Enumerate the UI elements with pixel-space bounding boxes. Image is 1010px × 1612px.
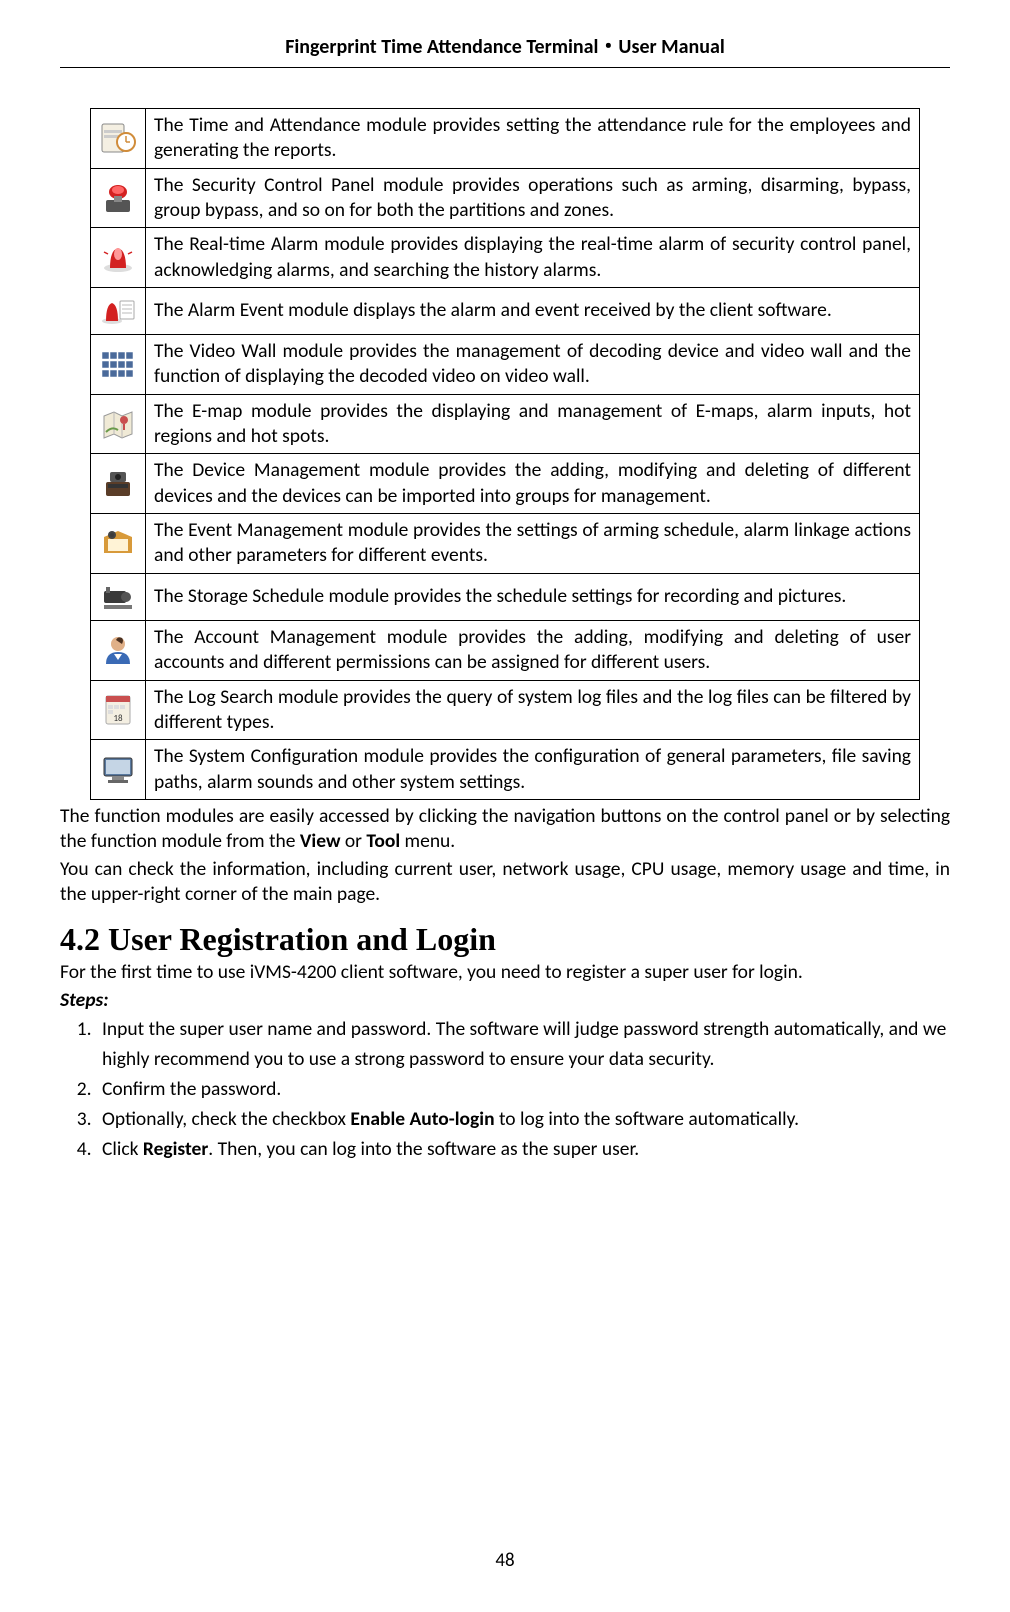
module-description: The Event Management module provides the… [146,514,920,574]
module-description: The Alarm Event module displays the alar… [146,288,920,335]
step-item: Click Register. Then, you can log into t… [96,1134,950,1164]
table-row: The E-map module provides the displaying… [91,394,920,454]
page-header: Fingerprint Time Attendance Terminal・Use… [60,30,950,68]
module-description: The Real-time Alarm module provides disp… [146,228,920,288]
module-table: The Time and Attendance module provides … [90,108,920,800]
table-row: The Event Management module provides the… [91,514,920,574]
step-item: Confirm the password. [96,1074,950,1104]
steps-list: Input the super user name and password. … [60,1014,950,1165]
paragraph-info-check: You can check the information, including… [60,857,950,908]
step-item: Optionally, check the checkbox Enable Au… [96,1104,950,1134]
table-row: The Device Management module provides th… [91,454,920,514]
module-description: The Video Wall module provides the manag… [146,335,920,395]
table-row: The Storage Schedule module provides the… [91,573,920,620]
table-row: The Video Wall module provides the manag… [91,335,920,395]
system-config-icon [91,740,146,800]
time-attendance-icon [91,109,146,169]
module-description: The Storage Schedule module provides the… [146,573,920,620]
security-control-icon [91,168,146,228]
storage-schedule-icon [91,573,146,620]
module-description: The Log Search module provides the query… [146,680,920,740]
video-wall-icon [91,335,146,395]
account-management-icon [91,620,146,680]
table-row: The Alarm Event module displays the alar… [91,288,920,335]
paragraph-nav-access: The function modules are easily accessed… [60,804,950,855]
section-intro: For the first time to use iVMS-4200 clie… [60,960,950,985]
table-row: The Account Management module provides t… [91,620,920,680]
module-description: The Time and Attendance module provides … [146,109,920,169]
page-number: 48 [0,1549,1010,1572]
table-row: The Time and Attendance module provides … [91,109,920,169]
event-management-icon [91,514,146,574]
module-description: The System Configuration module provides… [146,740,920,800]
module-description: The Account Management module provides t… [146,620,920,680]
log-search-icon: 18 [91,680,146,740]
table-row: 18 The Log Search module provides the qu… [91,680,920,740]
device-management-icon [91,454,146,514]
table-row: The Security Control Panel module provid… [91,168,920,228]
svg-text:18: 18 [113,713,123,724]
module-description: The Security Control Panel module provid… [146,168,920,228]
step-item: Input the super user name and password. … [96,1014,950,1074]
e-map-icon [91,394,146,454]
steps-label: Steps: [60,988,950,1012]
table-row: The System Configuration module provides… [91,740,920,800]
realtime-alarm-icon [91,228,146,288]
table-row: The Real-time Alarm module provides disp… [91,228,920,288]
module-description: The Device Management module provides th… [146,454,920,514]
section-heading: 4.2 User Registration and Login [60,921,950,958]
alarm-event-icon [91,288,146,335]
module-description: The E-map module provides the displaying… [146,394,920,454]
